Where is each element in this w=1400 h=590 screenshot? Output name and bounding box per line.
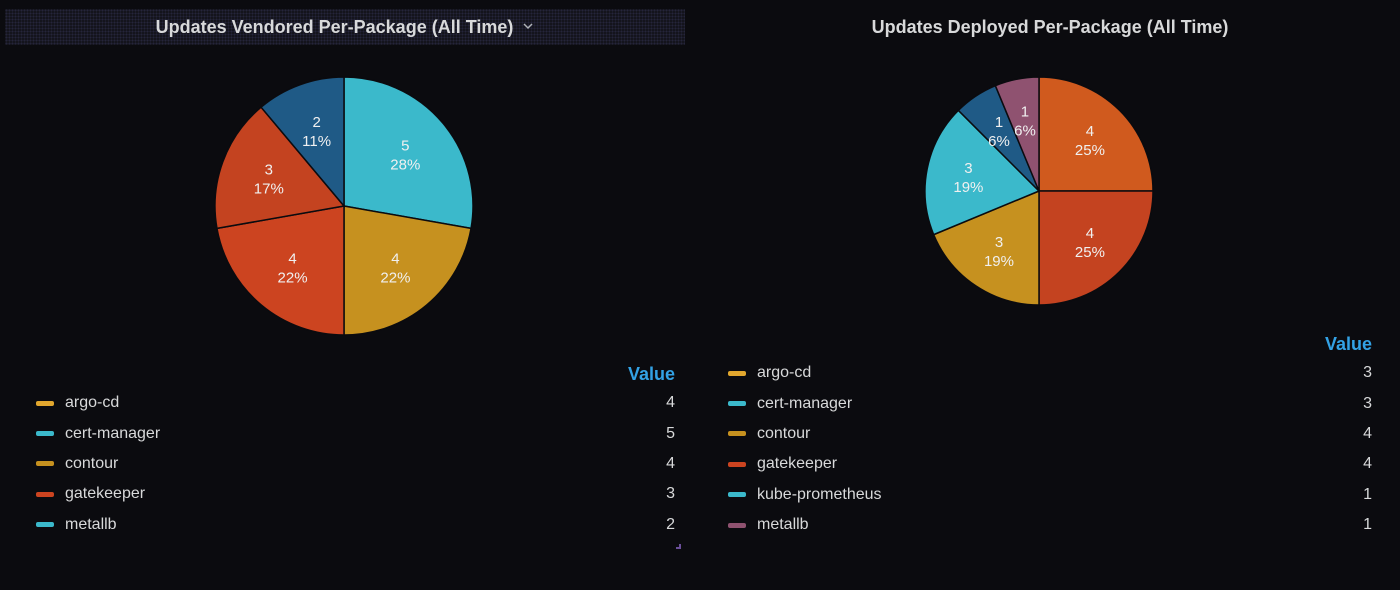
slice-percent-label: 25% <box>1075 244 1105 261</box>
panel-title[interactable]: Updates Deployed Per-Package (All Time) <box>871 16 1229 37</box>
legend-label[interactable]: cert-manager <box>757 394 853 412</box>
pie-chart-vendored: 5 28% 4 22% 4 22% 3 17% 2 11% <box>214 76 474 336</box>
legend-item-metallb[interactable]: metallb 1 <box>722 510 1372 540</box>
legend-item-gatekeeper[interactable]: gatekeeper 3 <box>30 479 675 509</box>
legend-value: 3 <box>1363 394 1372 412</box>
legend-label[interactable]: contour <box>65 454 119 472</box>
legend-label[interactable]: metallb <box>757 516 809 534</box>
legend-swatch[interactable] <box>36 522 54 528</box>
slice-percent-label: 6% <box>1014 122 1036 139</box>
slice-percent-label: 11% <box>302 133 331 150</box>
legend-item-metallb[interactable]: metallb 2 <box>30 510 675 540</box>
slice-value-label: 1 <box>995 114 1003 131</box>
slice-value-label: 2 <box>312 114 320 131</box>
legend-value: 4 <box>666 454 675 472</box>
legend-value: 3 <box>666 485 675 503</box>
legend-value: 1 <box>1363 485 1372 503</box>
slice-percent-label: 25% <box>1075 142 1105 159</box>
slice-value-label: 5 <box>401 138 409 155</box>
legend-swatch[interactable] <box>728 492 746 498</box>
legend-swatch[interactable] <box>728 461 746 467</box>
pie-slice-metallb[interactable] <box>994 76 1040 192</box>
slice-percent-label: 22% <box>380 269 410 286</box>
legend-item-contour[interactable]: contour 4 <box>722 419 1372 449</box>
slice-percent-label: 19% <box>984 253 1014 270</box>
legend-swatch[interactable] <box>728 431 746 437</box>
panel-vendored: Updates Vendored Per-Package (All Time) <box>0 0 690 590</box>
slice-value-label: 4 <box>1086 225 1094 242</box>
legend-swatch[interactable] <box>36 491 54 497</box>
slice-value-label: 3 <box>995 234 1003 251</box>
slice-percent-label: 28% <box>390 157 420 174</box>
legend-label[interactable]: gatekeeper <box>757 455 838 473</box>
pie-slice-contour[interactable] <box>1038 76 1154 192</box>
slice-value-label: 3 <box>964 160 972 177</box>
legend-swatch[interactable] <box>36 400 54 406</box>
legend-label[interactable]: metallb <box>65 515 117 533</box>
legend-item-cert-manager[interactable]: cert-manager 5 <box>30 418 675 448</box>
legend-header[interactable]: Value <box>1324 334 1372 354</box>
slice-value-label: 4 <box>288 250 296 267</box>
pie-slice-gatekeeper[interactable] <box>214 106 346 230</box>
slice-percent-label: 19% <box>953 179 983 196</box>
panel-title-bar[interactable]: Updates Deployed Per-Package (All Time) <box>700 9 1400 45</box>
legend-swatch[interactable] <box>36 431 54 437</box>
legend-item-argo-cd[interactable]: argo-cd 4 <box>30 388 675 418</box>
pie-slice-cert-manager[interactable] <box>924 109 1041 236</box>
panel-deployed: Updates Deployed Per-Package (All Time) <box>700 0 1400 590</box>
resize-handle-icon[interactable] <box>676 544 681 549</box>
legend-deployed: Value argo-cd 3 cert-manager 3 contour 4 gatek… <box>722 330 1372 540</box>
legend-label[interactable]: contour <box>757 424 811 442</box>
slice-value-label: 3 <box>265 162 273 179</box>
slice-value-label: 1 <box>1021 103 1029 120</box>
legend-item-gatekeeper[interactable]: gatekeeper 4 <box>722 449 1372 479</box>
legend-item-argo-cd[interactable]: argo-cd 3 <box>722 358 1372 388</box>
pie-chart-deployed: 4 25% 4 25% 3 19% 3 19% 1 6% 1 6% <box>924 76 1154 306</box>
slice-value-label: 4 <box>1086 123 1094 140</box>
panel-title[interactable]: Updates Vendored Per-Package (All Time) <box>155 16 514 37</box>
legend-label[interactable]: gatekeeper <box>65 485 146 503</box>
legend-value: 4 <box>666 394 675 412</box>
legend-item-cert-manager[interactable]: cert-manager 3 <box>722 388 1372 418</box>
legend-value: 5 <box>666 424 675 442</box>
legend-label[interactable]: kube-prometheus <box>757 485 882 503</box>
legend-value: 4 <box>1363 455 1372 473</box>
legend-value: 2 <box>666 515 675 533</box>
pie-slice-cert-manager[interactable] <box>343 76 474 230</box>
legend-item-contour[interactable]: contour 4 <box>30 449 675 479</box>
legend-swatch[interactable] <box>36 461 54 467</box>
pie-slice-metallb[interactable] <box>260 76 345 209</box>
legend-label[interactable]: argo-cd <box>757 364 812 382</box>
legend-swatch[interactable] <box>728 401 746 407</box>
legend-swatch[interactable] <box>728 522 746 528</box>
legend-label[interactable]: argo-cd <box>65 394 120 412</box>
legend-value: 4 <box>1363 424 1372 442</box>
legend-value: 3 <box>1363 364 1372 382</box>
pie-slice-contour[interactable] <box>343 205 472 336</box>
legend-value: 1 <box>1363 516 1372 534</box>
slice-percent-label: 6% <box>988 133 1010 150</box>
pie-slice-argo-cd[interactable] <box>932 189 1040 306</box>
legend-swatch[interactable] <box>728 370 746 376</box>
chevron-down-icon[interactable] <box>522 20 534 32</box>
pie-slice-gatekeeper[interactable] <box>1038 190 1154 306</box>
slice-percent-label: 22% <box>278 269 308 286</box>
legend-item-kube-prometheus[interactable]: kube-prometheus 1 <box>722 480 1372 510</box>
legend-vendored: Value argo-cd 4 cert-manager 5 contour 4 gatek… <box>30 360 675 540</box>
slice-value-label: 4 <box>391 250 399 267</box>
panel-title-bar[interactable]: Updates Vendored Per-Package (All Time) <box>5 9 685 45</box>
pie-slice-argo-cd[interactable] <box>216 205 345 336</box>
slice-percent-label: 17% <box>254 181 284 198</box>
legend-label[interactable]: cert-manager <box>65 424 161 442</box>
legend-header[interactable]: Value <box>627 364 675 384</box>
